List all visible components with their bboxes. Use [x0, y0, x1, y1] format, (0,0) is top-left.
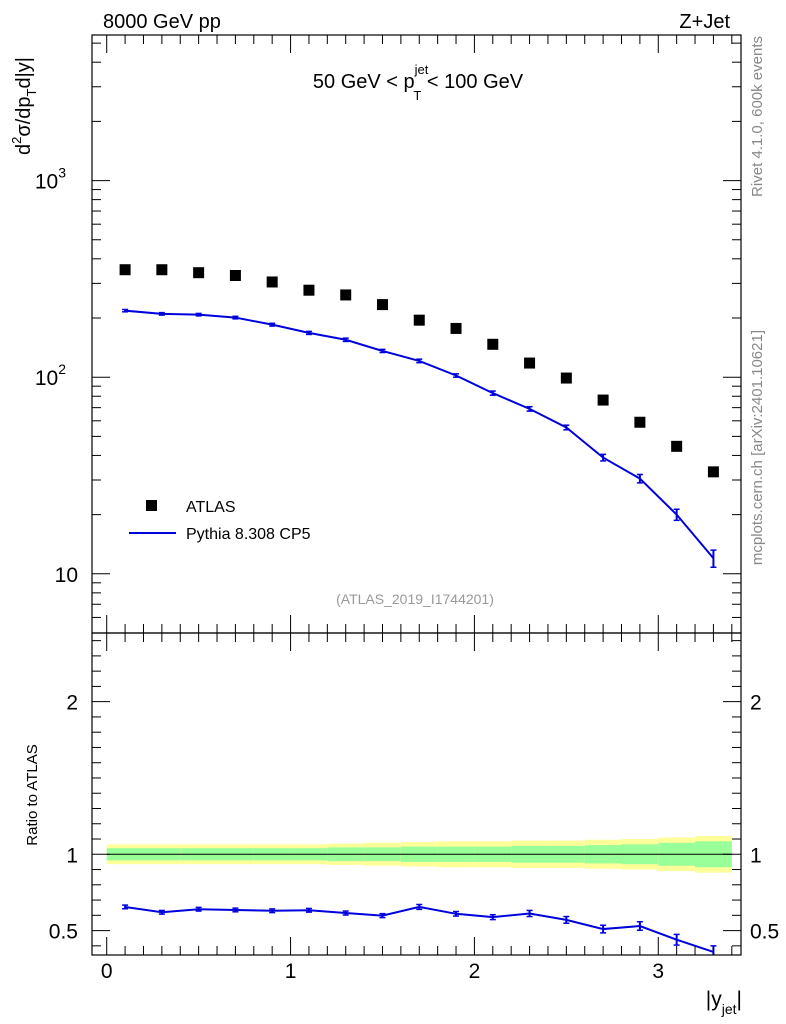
ratio-ytick-label-left: 2	[66, 692, 78, 715]
pythia-line	[125, 309, 715, 559]
atlas-point	[376, 299, 388, 311]
ratio-xlabel: |yjet|	[706, 988, 742, 1017]
atlas-point	[450, 322, 462, 334]
atlas-point	[634, 416, 646, 428]
ratio-ytick-label-left: 1	[66, 844, 78, 867]
atlas-point	[193, 267, 205, 279]
atlas-point	[707, 466, 719, 478]
xtick-label: 0	[101, 960, 113, 983]
analysis-watermark: (ATLAS_2019_I1744201)	[336, 591, 494, 607]
atlas-point	[119, 264, 131, 276]
ratio-ytick-label-right: 0.5	[750, 921, 779, 944]
mcplots-label: mcplots.cern.ch [arXiv:2401.10621]	[749, 330, 766, 565]
atlas-point	[229, 269, 241, 281]
main-ytick-label: 10	[55, 564, 78, 587]
main-panel: 10 102 103 50 GeV < pjet T < 100 GeV d2σ/dp…	[9, 34, 742, 634]
xtick-label: 2	[469, 960, 481, 983]
atlas-point	[303, 284, 315, 296]
header-left: 8000 GeV pp	[103, 11, 221, 33]
atlas-point	[487, 338, 499, 350]
atlas-point	[560, 372, 572, 384]
atlas-point	[340, 289, 352, 301]
legend-marker-atlas	[146, 500, 157, 511]
ratio-ytick-label-left: 0.5	[49, 921, 78, 944]
main-ylabel: d2σ/dpTd|y|	[9, 57, 39, 155]
ratio-frame	[91, 632, 742, 956]
ratio-panel: 0.5 0.5 1 1 2 2 0 1 2 3 Ratio to ATLAS |yjet|	[24, 632, 779, 1017]
header-right: Z+Jet	[679, 11, 730, 33]
legend-label-atlas: ATLAS	[186, 499, 236, 516]
rivet-label: Rivet 4.1.0, 600k events	[749, 36, 766, 197]
main-frame	[91, 34, 742, 634]
legend: ATLAS Pythia 8.308 CP5	[129, 499, 311, 543]
atlas-point	[413, 314, 425, 326]
main-ytick-label: 102	[35, 361, 66, 390]
atlas-point	[524, 357, 536, 369]
ratio-ytick-label-right: 1	[750, 844, 762, 867]
legend-label-pythia: Pythia 8.308 CP5	[186, 526, 311, 543]
main-ytick-label: 103	[35, 165, 66, 194]
atlas-point	[266, 276, 278, 288]
main-title: 50 GeV < pjet T < 100 GeV	[313, 62, 524, 103]
atlas-point	[597, 394, 609, 406]
ratio-ytick-label-right: 2	[750, 692, 762, 715]
xtick-label: 3	[652, 960, 664, 983]
ratio-pythia-line	[124, 905, 714, 953]
xtick-label: 1	[285, 960, 297, 983]
atlas-point	[671, 440, 683, 452]
ratio-ylabel: Ratio to ATLAS	[24, 744, 41, 845]
atlas-point	[156, 264, 168, 276]
